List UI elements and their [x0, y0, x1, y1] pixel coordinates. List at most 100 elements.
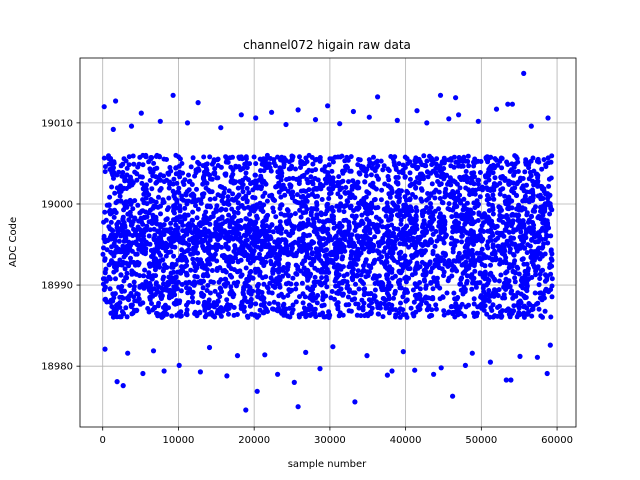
- data-point: [332, 278, 338, 284]
- data-point: [350, 266, 356, 272]
- data-point: [161, 179, 167, 185]
- data-point: [326, 186, 332, 192]
- data-point: [528, 229, 534, 235]
- data-point: [102, 297, 108, 303]
- data-point: [190, 256, 196, 262]
- data-point: [176, 362, 182, 368]
- data-point: [490, 232, 496, 238]
- data-point: [310, 161, 316, 167]
- data-point: [229, 206, 235, 212]
- data-point: [327, 233, 333, 239]
- data-point: [437, 196, 443, 201]
- data-point: [463, 158, 469, 164]
- data-point: [163, 253, 169, 259]
- data-point: [253, 161, 259, 167]
- data-point: [195, 206, 201, 212]
- data-point: [128, 304, 134, 310]
- data-point: [224, 297, 230, 303]
- data-point: [345, 199, 351, 205]
- data-point: [102, 239, 108, 245]
- x-tick-label: 10000: [163, 435, 195, 446]
- data-point: [426, 210, 432, 215]
- data-point: [269, 290, 275, 296]
- data-point: [198, 200, 204, 206]
- data-point: [310, 291, 316, 297]
- data-point: [478, 250, 484, 256]
- data-point: [382, 245, 388, 251]
- data-point: [340, 168, 345, 174]
- data-point: [246, 288, 252, 294]
- data-point: [256, 313, 262, 319]
- data-point: [400, 349, 406, 355]
- data-point: [359, 218, 365, 224]
- data-point: [380, 167, 386, 173]
- data-point: [445, 310, 451, 316]
- data-point: [510, 211, 516, 217]
- data-point: [142, 267, 148, 273]
- data-point: [346, 308, 352, 314]
- data-point: [475, 118, 481, 124]
- data-point: [320, 219, 326, 225]
- data-point: [306, 307, 312, 313]
- data-point: [211, 159, 217, 165]
- data-point: [472, 314, 477, 319]
- data-point: [336, 313, 342, 319]
- data-point: [542, 308, 548, 314]
- data-point: [102, 346, 108, 352]
- data-point: [507, 246, 513, 252]
- data-point: [525, 271, 531, 277]
- data-point: [277, 165, 283, 171]
- data-point: [120, 295, 126, 301]
- data-point: [514, 248, 520, 254]
- data-point: [464, 273, 470, 279]
- data-point: [442, 194, 448, 200]
- data-point: [178, 313, 183, 319]
- data-point: [352, 195, 358, 201]
- data-point: [520, 198, 526, 204]
- data-point: [428, 226, 434, 232]
- data-point: [282, 212, 287, 218]
- data-point: [152, 204, 158, 210]
- data-point: [434, 173, 440, 178]
- data-point: [197, 369, 203, 375]
- data-point: [220, 229, 226, 235]
- data-point: [106, 202, 112, 208]
- data-point: [470, 252, 476, 258]
- data-point: [246, 273, 252, 279]
- data-point: [119, 225, 125, 231]
- data-point: [239, 185, 245, 190]
- data-point: [141, 273, 147, 279]
- data-point: [409, 242, 415, 248]
- data-point: [509, 167, 514, 173]
- data-point: [252, 312, 258, 318]
- data-point: [385, 238, 391, 244]
- data-point: [402, 253, 408, 259]
- data-point: [265, 212, 271, 218]
- data-point: [111, 295, 117, 301]
- data-point: [340, 264, 346, 270]
- data-point: [471, 163, 477, 169]
- data-point: [215, 192, 221, 198]
- data-point: [306, 302, 312, 308]
- data-point: [343, 302, 349, 308]
- data-point: [490, 314, 496, 320]
- data-point: [503, 221, 509, 227]
- data-point: [240, 189, 246, 195]
- data-point: [262, 190, 268, 196]
- data-point: [515, 218, 521, 223]
- data-point: [253, 301, 259, 307]
- data-point: [375, 305, 381, 311]
- data-point: [303, 188, 309, 194]
- data-point: [162, 227, 168, 233]
- data-point: [449, 263, 455, 268]
- data-point: [150, 348, 157, 354]
- data-point: [504, 269, 510, 275]
- data-point: [300, 243, 306, 249]
- data-point: [277, 244, 283, 250]
- data-point: [228, 164, 234, 170]
- data-point: [234, 353, 241, 359]
- data-point: [372, 293, 377, 299]
- data-point: [529, 259, 535, 265]
- y-tick-label: 19010: [41, 118, 73, 129]
- data-point: [459, 239, 465, 245]
